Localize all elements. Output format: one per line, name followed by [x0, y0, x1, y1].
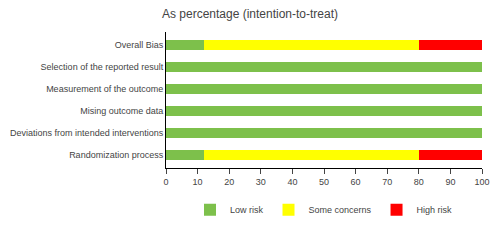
svg-text:Deviations from intended inter: Deviations from intended interventions [10, 128, 164, 138]
svg-text:Some concerns: Some concerns [309, 205, 372, 215]
svg-text:50: 50 [319, 177, 329, 187]
svg-text:Selection of the reported resu: Selection of the reported result [41, 62, 164, 72]
svg-text:Overall Bias: Overall Bias [115, 40, 164, 50]
svg-text:Measurement of the outcome: Measurement of the outcome [46, 84, 163, 94]
svg-text:30: 30 [256, 177, 266, 187]
svg-text:80: 80 [414, 177, 424, 187]
svg-text:100: 100 [474, 177, 489, 187]
svg-text:90: 90 [445, 177, 455, 187]
svg-text:20: 20 [224, 177, 234, 187]
svg-text:Mising outcome data: Mising outcome data [80, 106, 163, 116]
svg-text:High risk: High risk [417, 205, 453, 215]
svg-text:Randomization process: Randomization process [69, 150, 164, 160]
svg-text:60: 60 [351, 177, 361, 187]
svg-text:10: 10 [193, 177, 203, 187]
svg-text:0: 0 [163, 177, 168, 187]
svg-text:Low risk: Low risk [230, 205, 264, 215]
svg-text:As percentage (intention-to-tr: As percentage (intention-to-treat) [162, 7, 338, 21]
svg-text:70: 70 [382, 177, 392, 187]
svg-text:40: 40 [287, 177, 297, 187]
